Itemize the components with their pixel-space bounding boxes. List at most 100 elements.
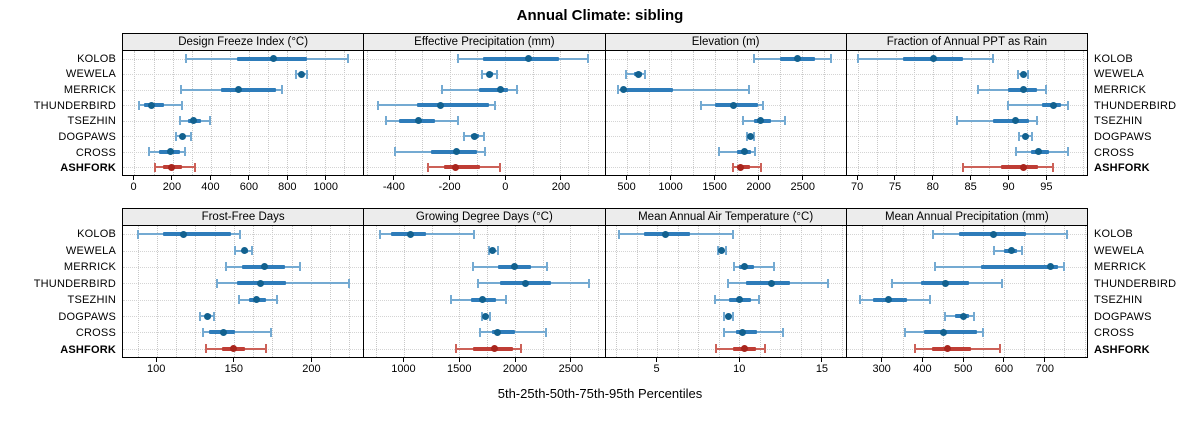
median-dot-thunderbird [729,101,737,109]
axis-tick [449,176,451,180]
gridline-vertical [286,51,288,175]
site-label-dogpaws: DOGPAWS [1094,130,1152,143]
whisker-5th-95th-thunderbird [1008,104,1069,107]
figure-title: Annual Climate: sibling [516,7,684,24]
axis-tick [1044,358,1046,362]
gridline-row [123,136,364,138]
gridline-row [123,316,364,318]
whisker-cap-wewela [496,69,499,79]
median-dot-tsezhin [757,117,765,125]
median-dot-ashfork [737,163,745,171]
panel-group: Frost-Free Days 100 150 200 Growing Degree D… [122,208,1088,378]
median-dot-dogpaws [471,132,479,140]
whisker-cap-kolob [137,229,140,239]
median-dot-cross [741,148,749,156]
iqr-bar-25th-75th-merrick [621,87,673,92]
gridline-vertical [1064,51,1066,175]
gridline-vertical [933,51,935,175]
gridline-vertical [1026,51,1028,175]
gridline-vertical [394,51,396,175]
gridline-row [846,89,1087,91]
median-dot-dogpaws [959,312,967,320]
median-dot-ashfork [943,345,951,353]
median-dot-cross [738,328,746,336]
median-dot-wewela [1020,70,1028,78]
whisker-cap-merrick [733,262,736,272]
x-axis-elevation-m: 500 1000 1500 2000 2500 [605,176,847,196]
axis-tick [233,358,235,362]
gridline-vertical [210,51,212,175]
median-dot-merrick [510,263,518,271]
median-dot-wewela [1008,247,1016,255]
axis-tick-label: 95 [1040,181,1053,193]
site-label-dogpaws: DOGPAWS [1094,310,1152,323]
median-dot-tsezhin [735,296,743,304]
panel-elevation-m: Elevation (m) 500 1000 1500 2000 2500 [604,33,847,196]
gridline-vertical [134,51,136,175]
gridline-vertical [922,226,924,357]
gridline-vertical [272,226,274,357]
gridline-vertical [914,51,916,175]
axis-tick-label: 200 [302,363,321,375]
gridline-vertical [780,51,782,175]
whisker-cap-wewela [624,69,627,79]
axis-tick [970,176,972,180]
median-dot-thunderbird [148,101,156,109]
whisker-cap-wewela [1027,69,1030,79]
whisker-cap-thunderbird [1067,100,1070,110]
axis-tick-label: 5 [653,363,660,375]
whisker-cap-ashfork [265,344,268,354]
whisker-cap-tsezhin [179,116,182,126]
whisker-cap-wewela [487,246,490,256]
axis-tick [286,176,288,180]
axis-tick [758,176,760,180]
whisker-cap-cross [478,327,481,337]
axis-tick-label: 400 [913,363,932,375]
site-label-ashfork: ASHFORK [1094,162,1150,175]
site-label-cross: CROSS [75,327,116,340]
panel-mean-annual-air-temperature-c: Mean Annual Air Temperature (°C) 5 10 15 [604,208,847,378]
whisker-cap-dogpaws [973,311,976,321]
axis-tick-label: 1500 [702,181,727,193]
whisker-cap-dogpaws [753,131,756,141]
whisker-cap-dogpaws [746,131,749,141]
site-label-thunderbird: THUNDERBIRD [1094,277,1177,290]
gridline-vertical [902,226,904,357]
axis-tick-label: 1000 [313,181,339,193]
axis-tick-label: -400 [382,181,405,193]
site-label-wewela: WEWELA [65,68,116,81]
iqr-bar-25th-75th-tsezhin [993,118,1030,123]
plot-area-growing-degree-days-c [363,226,606,358]
site-labels-left: KOLOB WEWELA MERRICK THUNDERBIRD TSEZHIN DOGP… [0,208,122,378]
whisker-cap-thunderbird [215,278,218,288]
axis-tick [155,358,157,362]
axis-tick [962,358,964,362]
median-dot-merrick [235,86,243,94]
axis-tick [570,358,572,362]
whisker-cap-kolob [829,54,832,64]
axis-tick-label: 85 [964,181,977,193]
gridline-vertical [649,51,651,175]
whisker-cap-kolob [586,54,589,64]
whisker-cap-thunderbird [699,100,702,110]
whisker-cap-cross [202,327,205,337]
gridline-vertical [718,226,720,357]
gridline-vertical [1064,226,1066,357]
whisker-cap-cross [903,327,906,337]
axis-tick-label: 0 [502,181,509,193]
whisker-cap-dogpaws [480,311,483,321]
panel-row-bottom: KOLOB WEWELA MERRICK THUNDERBIRD TSEZHIN DOGP… [0,208,1200,378]
median-dot-kolob [661,230,669,238]
gridline-vertical [823,51,825,175]
whisker-cap-cross [754,147,757,157]
gridline-vertical [862,226,864,357]
gridline-vertical [367,51,368,175]
median-dot-merrick [740,263,748,271]
median-dot-kolob [794,55,802,63]
whisker-cap-merrick [933,262,936,272]
whisker-cap-kolob [472,229,475,239]
panel-strip-frost-free-days: Frost-Free Days [122,208,365,226]
site-label-cross: CROSS [1094,146,1135,159]
median-dot-dogpaws [481,312,489,320]
axis-tick [133,176,135,180]
